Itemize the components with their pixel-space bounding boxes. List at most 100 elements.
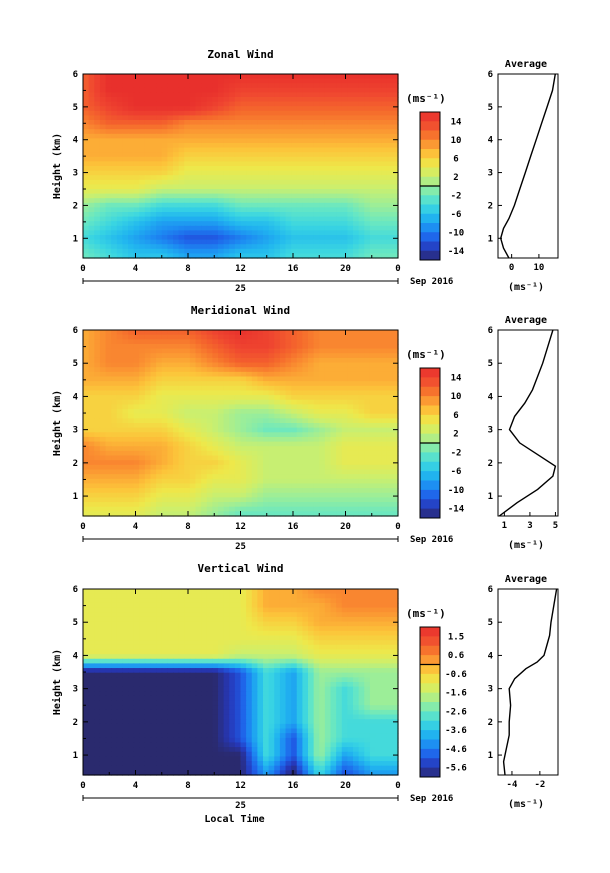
heatmap-cell — [285, 602, 292, 609]
heatmap-cell — [156, 450, 163, 457]
heatmap-cell — [150, 353, 157, 359]
heatmap-cell — [133, 339, 140, 345]
heatmap-cell — [285, 133, 292, 139]
heatmap-cell — [369, 450, 377, 457]
heatmap-cell — [184, 193, 191, 199]
colorbar-tick-label: -6 — [451, 210, 462, 220]
heatmap-cell — [392, 450, 399, 457]
heatmap-cell — [178, 110, 185, 116]
heatmap-cell — [116, 427, 123, 433]
heatmap-cell — [246, 502, 253, 508]
heatmap-cell — [184, 330, 191, 336]
heatmap-cell — [234, 166, 242, 172]
heatmap-cell — [257, 235, 264, 241]
heatmap-cell — [279, 152, 287, 158]
heatmap-cell — [240, 143, 247, 149]
heatmap-cell — [392, 78, 399, 84]
heatmap-cell — [94, 133, 101, 139]
heatmap-cell — [375, 166, 382, 172]
heatmap-cell — [218, 83, 225, 89]
heatmap-cell — [234, 464, 242, 471]
heatmap-cell — [279, 474, 287, 480]
heatmap-cell — [291, 446, 298, 452]
heatmap-cell — [251, 474, 258, 480]
heatmap-cell — [167, 607, 174, 613]
heatmap-cell — [116, 184, 123, 190]
heatmap-cell — [156, 230, 163, 236]
heatmap-cell — [274, 175, 281, 181]
heatmap-cell — [178, 464, 185, 471]
heatmap-cell — [257, 418, 264, 424]
heatmap-cell — [308, 161, 315, 167]
heatmap-cell — [246, 198, 253, 204]
heatmap-cell — [319, 253, 326, 259]
heatmap-cell — [128, 170, 135, 176]
heatmap-cell — [392, 446, 399, 452]
heatmap-cell — [201, 138, 208, 144]
heatmap-cell — [381, 152, 388, 158]
heatmap-cell — [99, 152, 107, 158]
heatmap-cell — [167, 602, 174, 609]
heatmap-cell — [296, 216, 303, 222]
heatmap-cell — [139, 147, 146, 153]
heatmap-cell — [341, 399, 348, 405]
heatmap-cell — [240, 502, 247, 508]
heatmap-cell — [111, 334, 118, 340]
heatmap-cell — [285, 106, 292, 112]
heatmap-cell — [375, 334, 382, 340]
heatmap-cell — [206, 92, 213, 98]
heatmap-cell — [212, 357, 219, 364]
heatmap-cell — [201, 436, 208, 443]
heatmap-cell — [336, 83, 343, 89]
heatmap-cell — [364, 357, 371, 364]
heatmap-cell — [223, 385, 230, 392]
heatmap-cell — [94, 348, 101, 354]
heatmap-cell — [347, 239, 354, 245]
heatmap-cell — [358, 589, 365, 595]
heatmap-cell — [251, 120, 258, 126]
heatmap-cell — [212, 143, 219, 149]
heatmap-cell — [156, 330, 163, 336]
heatmap-cell — [291, 376, 298, 382]
heatmap-cell — [291, 589, 298, 595]
heatmap-cell — [229, 124, 236, 130]
heatmap-cell — [128, 184, 135, 190]
heatmap-cell — [128, 427, 135, 433]
heatmap-cell — [263, 161, 270, 167]
heatmap-cell — [279, 436, 287, 443]
heatmap-cell — [173, 589, 180, 595]
heatmap-cell — [189, 175, 197, 181]
heatmap-cell — [206, 413, 213, 419]
heatmap-cell — [218, 376, 225, 382]
heatmap-cell — [111, 362, 118, 368]
heatmap-cell — [392, 184, 399, 190]
heatmap-cell — [392, 404, 399, 410]
heatmap-cell — [116, 612, 123, 618]
heatmap-cell — [274, 376, 281, 382]
heatmap-cell — [274, 395, 281, 401]
heatmap-cell — [347, 147, 354, 153]
heatmap-cell — [167, 423, 174, 429]
heatmap-cell — [268, 395, 275, 401]
heatmap-cell — [173, 225, 180, 231]
heatmap-cell — [386, 602, 393, 609]
heatmap-cell — [375, 339, 382, 345]
heatmap-cell — [201, 339, 208, 345]
heatmap-cell — [99, 441, 107, 447]
heatmap-cell — [133, 179, 140, 185]
heatmap-cell — [296, 230, 303, 236]
heatmap-cell — [156, 423, 163, 429]
heatmap-cell — [156, 390, 163, 396]
heatmap-cell — [218, 133, 225, 139]
heatmap-cell — [296, 376, 303, 382]
heatmap-cell — [167, 464, 174, 471]
heatmap-cell — [347, 244, 354, 250]
heatmap-cell — [229, 409, 236, 415]
heatmap-cell — [263, 138, 270, 144]
heatmap-cell — [263, 216, 270, 222]
heatmap-cell — [358, 367, 365, 373]
heatmap-cell — [381, 156, 388, 162]
heatmap-cell — [195, 193, 202, 199]
heatmap-cell — [116, 602, 123, 609]
heatmap-cell — [381, 413, 388, 419]
